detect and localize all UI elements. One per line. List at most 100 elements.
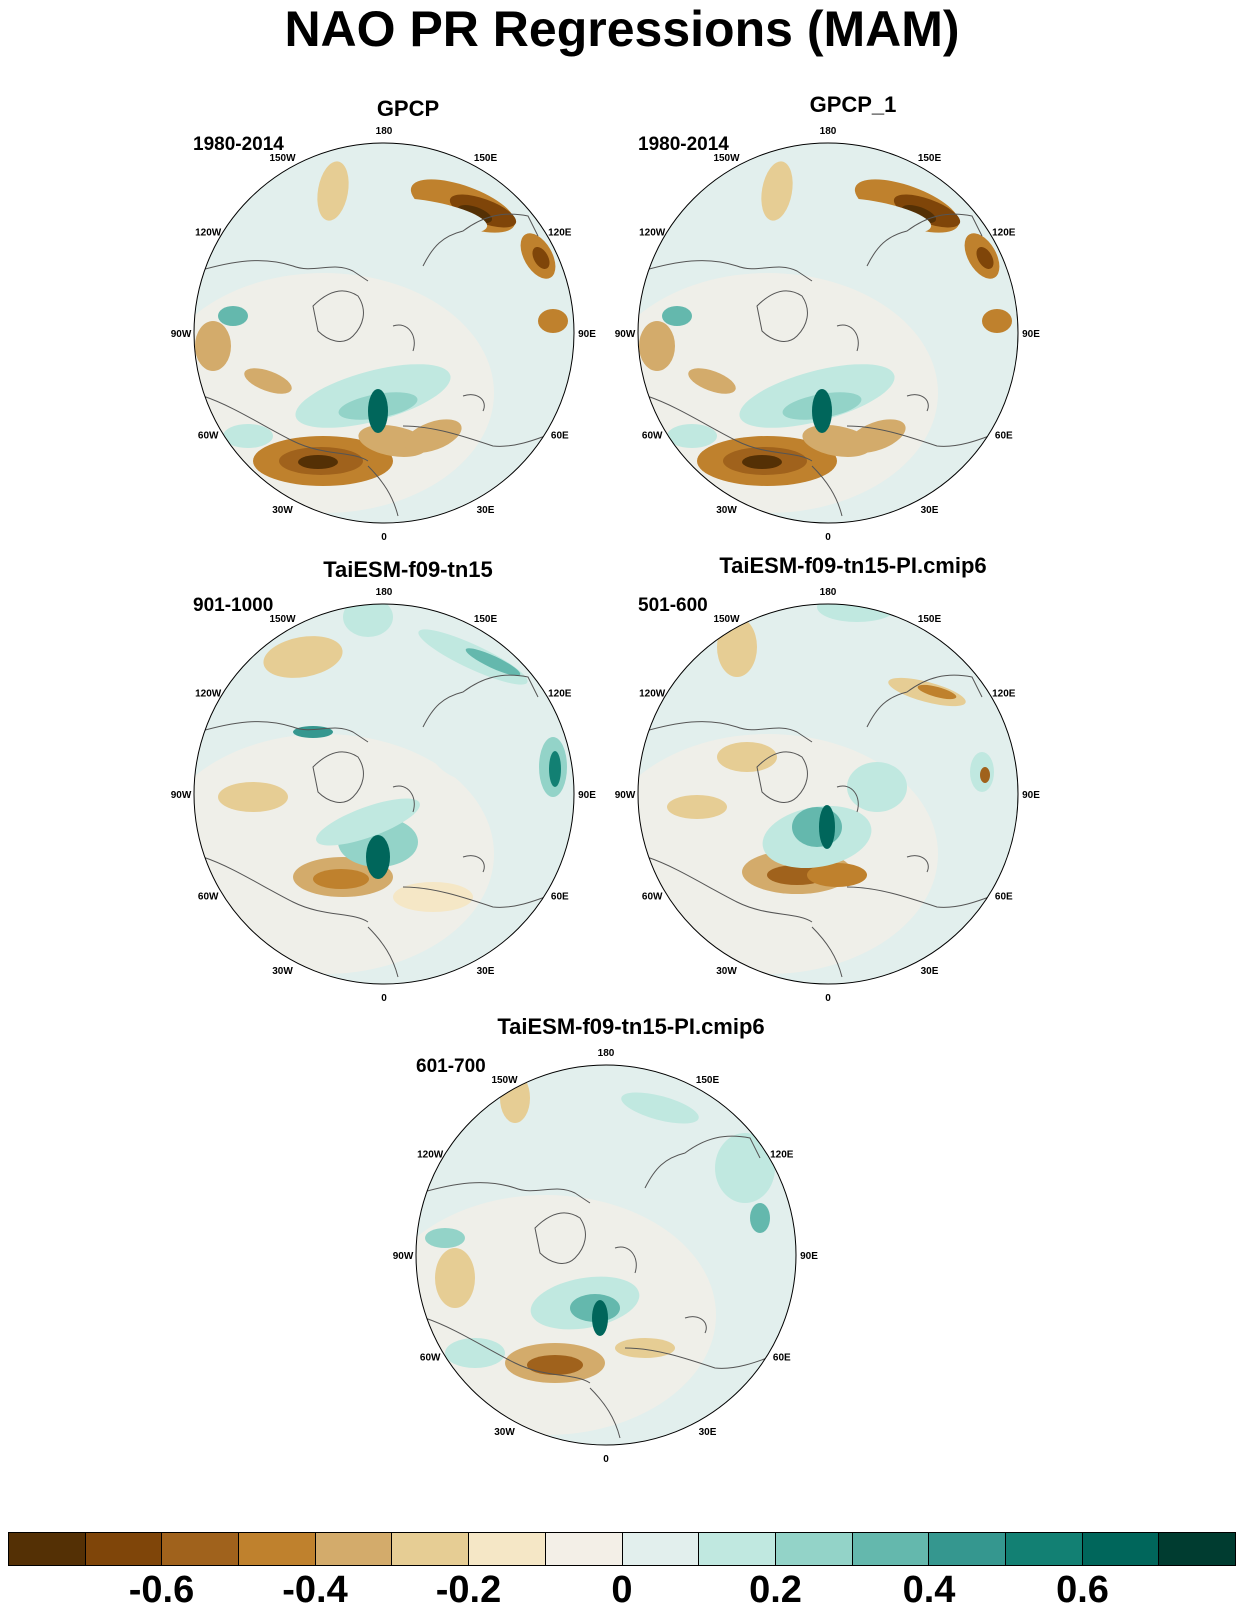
- longitude-label: 90W: [615, 790, 636, 801]
- longitude-label: 30W: [272, 966, 293, 977]
- map-border: [637, 142, 1019, 524]
- longitude-label: 150W: [713, 614, 740, 625]
- longitude-label: 60E: [995, 892, 1013, 903]
- anomaly-contour: [263, 636, 343, 678]
- anomaly-contour: [293, 726, 333, 738]
- colorbar-segment: [1082, 1533, 1160, 1565]
- panel-title: TaiESM-f09-tn15: [323, 557, 493, 582]
- longitude-label: 60E: [995, 431, 1013, 442]
- longitude-label: 180: [820, 126, 837, 137]
- longitude-label: 0: [825, 993, 831, 1004]
- anomaly-contour: [667, 424, 717, 448]
- polar-map: 180 150E 120E 90E 60E 30E 0 30W 60W 90W 120W 150W: [393, 1048, 819, 1465]
- longitude-label: 150E: [918, 153, 942, 164]
- longitude-label: 90E: [800, 1251, 818, 1262]
- figure-title: NAO PR Regressions (MAM): [284, 1, 960, 57]
- colorbar-segment: [1159, 1533, 1235, 1565]
- map-panel-2: 180 150E 120E 90E 60E 30E 0 30W 60W 90W 120W 150W G…: [615, 92, 1068, 543]
- longitude-label: 60W: [198, 431, 219, 442]
- longitude-label: 0: [381, 993, 387, 1004]
- map-panel-5: 180 150E 120E 90E 60E 30E 0 30W 60W 90W 120W 150W T…: [393, 1014, 846, 1465]
- longitude-label: 120E: [548, 228, 572, 239]
- colorbar: [8, 1532, 1236, 1566]
- anomaly-contour: [688, 368, 736, 394]
- precip-field: [194, 604, 574, 984]
- colorbar-segment: [392, 1533, 470, 1565]
- anomaly-contour: [457, 204, 493, 224]
- longitude-label: 150E: [474, 153, 498, 164]
- colorbar-tick-label: -0.2: [435, 1569, 502, 1611]
- anomaly-contour: [368, 389, 388, 433]
- longitude-label: 0: [603, 1454, 609, 1465]
- anomaly-contour: [901, 204, 937, 224]
- longitude-label: 150W: [713, 153, 740, 164]
- colorbar-segment: [469, 1533, 546, 1565]
- longitude-label: 150E: [474, 614, 498, 625]
- longitude-label: 90E: [578, 329, 596, 340]
- panel-period: 1980-2014: [193, 134, 284, 155]
- anomaly-contour: [538, 309, 568, 333]
- anomaly-contour: [445, 1338, 505, 1368]
- longitude-label: 60E: [551, 431, 569, 442]
- anomaly-contour: [976, 247, 994, 269]
- longitude-label: 30E: [477, 505, 495, 516]
- anomaly-contour: [527, 1355, 583, 1375]
- anomaly-contour: [817, 604, 897, 622]
- colorbar-segment: [775, 1533, 853, 1565]
- longitude-label: 180: [598, 1048, 615, 1059]
- map-panel-4: 180 150E 120E 90E 60E 30E 0 30W 60W 90W 120W 150W T…: [615, 553, 1068, 1004]
- anomaly-contour: [621, 1092, 699, 1124]
- anomaly-contour: [298, 455, 338, 469]
- colorbar-tick-label: 0.2: [749, 1569, 802, 1611]
- precip-field: [638, 604, 1018, 984]
- anomaly-contour: [218, 306, 248, 326]
- map-border: [193, 603, 575, 985]
- colorbar-segment: [162, 1533, 240, 1565]
- colorbar-segment: [852, 1533, 930, 1565]
- anomaly-contour: [667, 795, 727, 819]
- longitude-label: 150W: [269, 614, 296, 625]
- panel-title: TaiESM-f09-tn15-PI.cmip6: [497, 1014, 765, 1039]
- polar-map: 180 150E 120E 90E 60E 30E 0 30W 60W 90W 120W 150W: [615, 126, 1041, 543]
- longitude-label: 60W: [642, 431, 663, 442]
- longitude-label: 150E: [918, 614, 942, 625]
- colorbar-segment: [9, 1533, 86, 1565]
- anomaly-contour: [982, 309, 1012, 333]
- anomaly-contour: [717, 742, 777, 772]
- anomaly-contour: [742, 455, 782, 469]
- anomaly-contour: [662, 306, 692, 326]
- longitude-label: 180: [376, 126, 393, 137]
- colorbar-tick-label: -0.4: [282, 1569, 348, 1611]
- anomaly-contour: [819, 805, 835, 849]
- longitude-label: 30W: [494, 1427, 515, 1438]
- anomaly-contour: [244, 368, 292, 394]
- coastlines: [197, 213, 559, 517]
- longitude-label: 120W: [417, 1150, 444, 1161]
- precip-field: [638, 143, 1018, 523]
- longitude-label: 150W: [491, 1075, 518, 1086]
- anomaly-contour: [715, 1133, 775, 1203]
- longitude-label: 180: [376, 587, 393, 598]
- colorbar-segment: [85, 1533, 163, 1565]
- anomaly-contour: [223, 424, 273, 448]
- polar-map: 180 150E 120E 90E 60E 30E 0 30W 60W 90W 120W 150W: [171, 126, 597, 543]
- longitude-label: 120W: [639, 689, 666, 700]
- polar-map: 180 150E 120E 90E 60E 30E 0 30W 60W 90W 120W 150W: [171, 587, 597, 1004]
- longitude-label: 90W: [171, 329, 192, 340]
- longitude-label: 120E: [770, 1150, 794, 1161]
- panel-title: GPCP_1: [809, 92, 897, 117]
- longitude-label: 0: [381, 532, 387, 543]
- anomaly-contour: [615, 1338, 675, 1358]
- anomaly-contour: [218, 782, 288, 812]
- colorbar-segment: [622, 1533, 700, 1565]
- longitude-label: 90W: [171, 790, 192, 801]
- panel-period: 501-600: [638, 595, 708, 616]
- anomaly-contour: [313, 869, 369, 889]
- longitude-label: 120E: [548, 689, 572, 700]
- map-border: [637, 603, 1019, 985]
- anomaly-contour: [343, 604, 393, 637]
- longitude-label: 120W: [639, 228, 666, 239]
- map-border: [415, 1064, 797, 1446]
- anomaly-contour: [317, 161, 349, 221]
- anomaly-contour: [428, 702, 528, 782]
